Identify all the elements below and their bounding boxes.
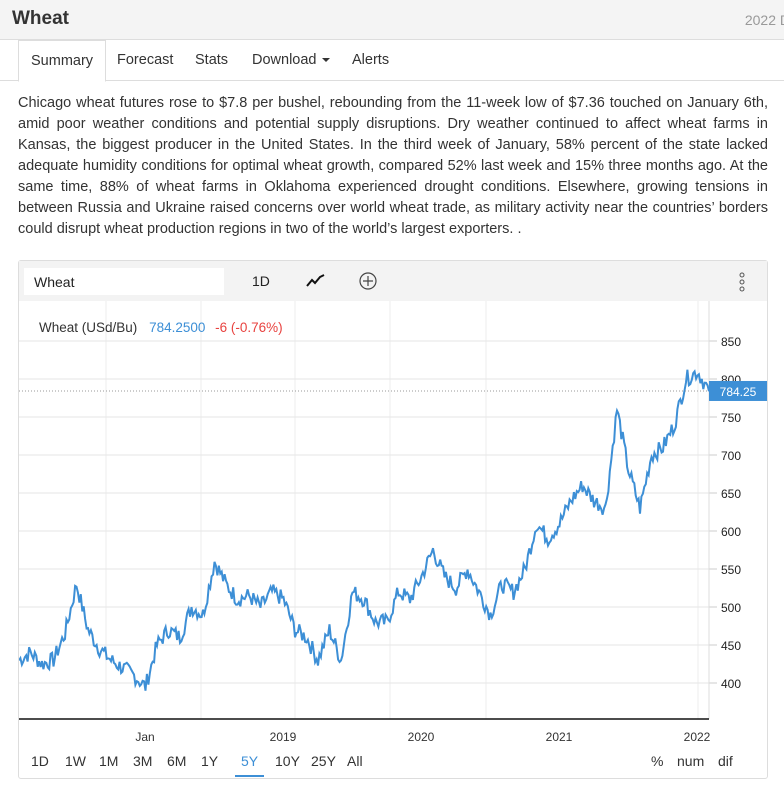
page-header: Wheat 2022 D — [0, 0, 784, 40]
mode-percent[interactable]: % — [651, 753, 664, 769]
chart-legend: Wheat (USd/Bu) 784.2500 -6 (-0.76%) — [39, 320, 283, 335]
range-1m[interactable]: 1M — [99, 753, 119, 769]
range-1y[interactable]: 1Y — [201, 753, 219, 769]
tab-bar: Summary Forecast Stats Download Alerts — [0, 40, 784, 82]
range-3m[interactable]: 3M — [133, 753, 153, 769]
interval-button[interactable]: 1D — [252, 273, 270, 289]
summary-text: Chicago wheat futures rose to $7.8 per b… — [18, 95, 768, 237]
legend-name: Wheat (USd/Bu) — [39, 320, 138, 335]
y-tick-label: 550 — [721, 563, 741, 577]
x-tick-label: 2022 — [684, 730, 711, 744]
tab-label: Stats — [195, 52, 229, 68]
symbol-input[interactable]: Wheat — [24, 268, 224, 295]
x-tick-label: Jan — [135, 730, 154, 744]
tab-stats[interactable]: Stats — [195, 40, 228, 81]
y-tick-label: 400 — [721, 677, 741, 691]
range-25y[interactable]: 25Y — [311, 753, 336, 769]
x-tick-label: 2020 — [408, 730, 435, 744]
range-all[interactable]: All — [347, 753, 363, 769]
x-tick-label: 2019 — [270, 730, 297, 744]
x-tick-label: 2021 — [546, 730, 573, 744]
range-10y[interactable]: 10Y — [275, 753, 300, 769]
price-line — [19, 369, 710, 691]
legend-value: 784.2500 — [149, 320, 206, 335]
tab-label: Alerts — [352, 52, 390, 68]
add-circle-icon[interactable] — [358, 271, 378, 291]
last-price-tag — [709, 380, 767, 401]
y-tick-label: 700 — [721, 449, 741, 463]
chart-container: Wheat 1D 400 450 500 550 600 650 700 750 800 850 J… — [18, 260, 768, 779]
tab-label: Forecast — [117, 52, 174, 68]
y-tick-label: 750 — [721, 411, 741, 425]
chart-toolbar: Wheat 1D — [19, 261, 767, 301]
tab-alerts[interactable]: Alerts — [352, 40, 389, 81]
range-6m[interactable]: 6M — [167, 753, 187, 769]
range-1d[interactable]: 1D — [31, 753, 49, 769]
y-tick-label: 850 — [721, 335, 741, 349]
tab-forecast[interactable]: Forecast — [117, 40, 173, 81]
mode-num[interactable]: num — [677, 753, 705, 769]
y-tick-label: 600 — [721, 525, 741, 539]
caret-down-icon — [321, 58, 330, 63]
last-price-label: 784.25 — [720, 385, 757, 399]
tab-label: Download — [252, 52, 317, 68]
tab-summary[interactable]: Summary — [18, 40, 107, 82]
range-5y[interactable]: 5Y — [235, 753, 265, 777]
page-title: Wheat — [12, 8, 69, 29]
line-chart-icon[interactable] — [305, 273, 327, 289]
range-1w[interactable]: 1W — [65, 753, 86, 769]
y-tick-label: 500 — [721, 601, 741, 615]
mode-dif[interactable]: dif — [718, 753, 733, 769]
y-tick-label: 650 — [721, 487, 741, 501]
y-tick-label: 450 — [721, 639, 741, 653]
tab-label: Summary — [31, 53, 94, 69]
more-vertical-icon[interactable] — [737, 271, 747, 293]
header-date: 2022 D — [744, 12, 784, 28]
legend-change: -6 (-0.76%) — [215, 320, 283, 335]
tab-download[interactable]: Download — [252, 40, 330, 81]
